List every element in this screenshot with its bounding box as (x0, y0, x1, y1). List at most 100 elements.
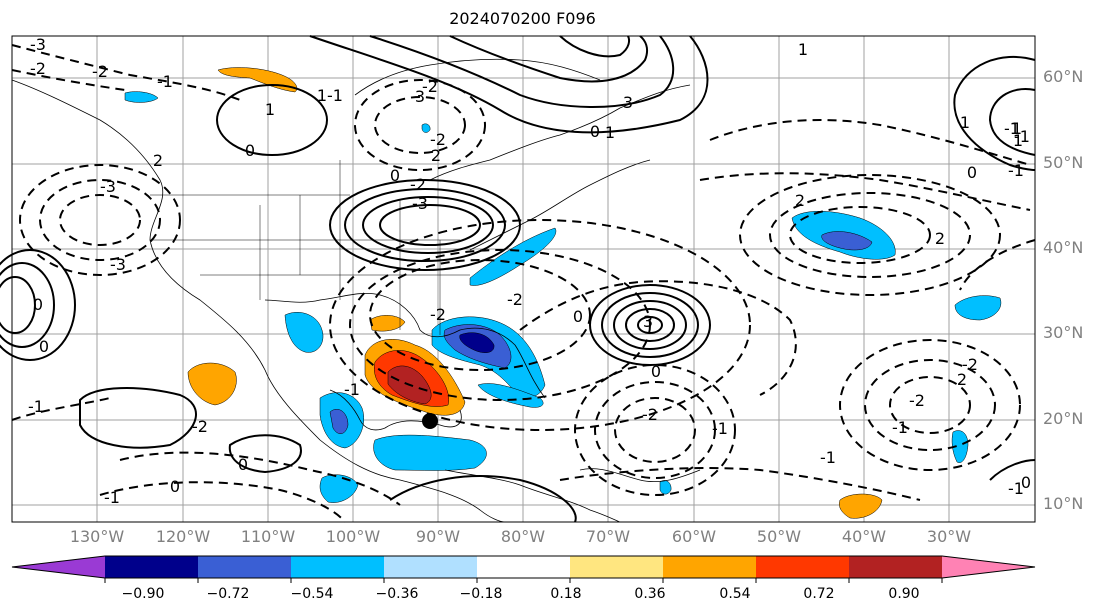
colorbar-tick-label: 0.18 (550, 586, 582, 602)
colorbar-segment (477, 556, 571, 578)
lat-label: 50°N (1043, 153, 1084, 172)
colorbar (11, 555, 1036, 583)
lat-label: 30°N (1043, 323, 1084, 342)
map-frame (11, 35, 1036, 523)
lat-label: 10°N (1043, 494, 1084, 513)
colorbar-segment (570, 556, 664, 578)
contour-label: 1 (960, 113, 970, 132)
contour-label: -2 (507, 290, 523, 309)
contour-label: 0 (245, 141, 255, 160)
contour-label: -2 (430, 305, 446, 324)
contour-label: 2 (153, 151, 163, 170)
contour-label: 0 (590, 122, 600, 141)
contour-label: -2 (192, 417, 208, 436)
colorbar-segment (756, 556, 850, 578)
contour-label: -1 (1004, 119, 1020, 138)
colorbar-segment (291, 556, 385, 578)
contour-label: 0 (390, 166, 400, 185)
contour-label: 1 (265, 100, 275, 119)
lon-label: 130°W (69, 527, 125, 546)
contour-label: 1 (1013, 131, 1023, 150)
contour-label: -2 (92, 62, 108, 81)
contour-label: 0 (33, 295, 43, 314)
contour-label: 0 (1021, 473, 1031, 492)
colorbar-tick-label: 0.54 (719, 586, 751, 602)
contour-label: 0 (651, 362, 661, 381)
lon-label: 120°W (155, 527, 211, 546)
contour-label: -1 (712, 419, 728, 438)
shaded-anomalies (124, 67, 1002, 519)
contour-label: 2 (431, 146, 441, 165)
contour-label: 1 (605, 123, 615, 142)
contour-label: -2 (642, 405, 658, 424)
colorbar-tick-label: −0.18 (459, 586, 503, 602)
colorbar-tick-label: −0.72 (206, 586, 250, 602)
colorbar-segment (663, 556, 757, 578)
positive-contours (0, 35, 1036, 523)
colorbar-segment (198, 556, 292, 578)
contour-label: 2 (795, 191, 805, 210)
lon-label: 90°W (415, 527, 461, 546)
lon-label: 30°W (926, 527, 972, 546)
lon-label: 70°W (585, 527, 631, 546)
contour-label: 2 (957, 370, 967, 389)
contour-label: -2 (962, 355, 978, 374)
contour-label: -1 (1014, 127, 1030, 146)
contour-label: -1 (1008, 479, 1024, 498)
contour-label: -3 (110, 255, 126, 274)
colorbar-segment (849, 556, 943, 578)
contour-label: -3 (100, 177, 116, 196)
contour-label: -2 (422, 77, 438, 96)
contour-label: 0 (170, 477, 180, 496)
contour-label: -1 (28, 397, 44, 416)
state-borders (150, 160, 470, 335)
contour-label: 2 (935, 229, 945, 248)
contour-label: -2 (30, 59, 46, 78)
contour-label: 3 (623, 93, 633, 112)
colorbar-tick-label: −0.90 (121, 586, 165, 602)
contour-label: -1 (104, 488, 120, 507)
negative-contours (11, 44, 1036, 523)
chart-title: 2024070200 F096 (449, 9, 596, 28)
contour-label: -1 (327, 86, 343, 105)
contour-label: 3 (643, 312, 653, 331)
lon-label: 60°W (671, 527, 717, 546)
contour-label: -2 (909, 391, 925, 410)
contour-label: 1 (317, 86, 327, 105)
lat-label: 60°N (1043, 67, 1084, 86)
graticule (12, 36, 1035, 522)
contour-label: -1 (892, 418, 908, 437)
contour-labels: -3-2 -2-1-101-3-2-2-11-23-3022-33-20-230-… (28, 35, 1031, 507)
contour-label: -1 (344, 380, 360, 399)
contour-label: 0 (238, 455, 248, 474)
contour-label: -3 (412, 194, 428, 213)
contour-label: 0 (39, 337, 49, 356)
storm-position-marker (422, 413, 438, 429)
colorbar-tick-label: −0.54 (290, 586, 334, 602)
lat-label: 40°N (1043, 238, 1084, 257)
lon-label: 40°W (841, 527, 887, 546)
contour-label: 0 (967, 163, 977, 182)
contour-label: -2 (410, 175, 426, 194)
contour-label: -1 (157, 72, 173, 91)
lon-label: 50°W (756, 527, 802, 546)
contour-label: 3 (415, 87, 425, 106)
colorbar-tick-label: 0.90 (888, 586, 920, 602)
colorbar-tick-label: 0.36 (634, 586, 666, 602)
lon-label: 100°W (325, 527, 381, 546)
contour-label: -2 (430, 130, 446, 149)
colorbar-segment (105, 556, 199, 578)
contour-label: -1 (1008, 161, 1024, 180)
colorbar-tick-label: 0.72 (803, 586, 835, 602)
lat-label: 20°N (1043, 409, 1084, 428)
contour-label: 1 (798, 40, 808, 59)
contour-label: -1 (820, 448, 836, 467)
colorbar-segment (942, 556, 1035, 578)
contour-label: -3 (30, 35, 46, 54)
contour-label: 1 (1012, 119, 1022, 138)
colorbar-segment (384, 556, 478, 578)
lon-label: 80°W (500, 527, 546, 546)
colorbar-tick-label: −0.36 (375, 586, 419, 602)
contour-label: 0 (573, 307, 583, 326)
